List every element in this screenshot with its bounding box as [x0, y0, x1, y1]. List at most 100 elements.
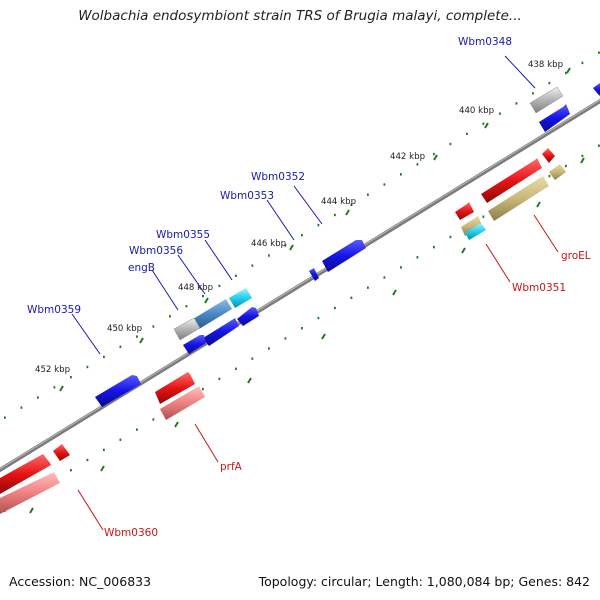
track-dot: [334, 306, 336, 310]
track-dot: [482, 122, 485, 125]
track-dot: [20, 406, 23, 409]
gene-groEL-upper-cds[interactable]: [481, 158, 542, 203]
minus-strand-features: [0, 148, 566, 514]
ruler-tick-442: 442 kbp: [390, 152, 425, 162]
label-wbm0352[interactable]: Wbm0352: [251, 171, 305, 183]
track-dot: [416, 163, 419, 166]
track-dot: [70, 469, 72, 472]
leader-prfA: [194, 423, 219, 463]
track-dot: [350, 296, 353, 299]
leader-wbm0351: [485, 243, 511, 283]
track-dot: [581, 61, 584, 65]
gene-wbm0350-cds[interactable]: [542, 148, 555, 163]
gene-prfA-cds[interactable]: [160, 386, 205, 420]
track-dot: [103, 355, 105, 359]
track-dot: [499, 112, 501, 115]
label-wbm0348[interactable]: Wbm0348: [458, 36, 512, 48]
track-dot: [284, 244, 287, 247]
accession-text: Accession: NC_006833: [9, 574, 152, 589]
track-dot: [37, 396, 39, 399]
track-dot: [119, 438, 122, 441]
gene-wbm0351b-cds[interactable]: [465, 223, 486, 240]
leader-wbm0348: [504, 55, 536, 89]
label-wbm0359[interactable]: Wbm0359: [27, 304, 81, 316]
ruler-tick-452: 452 kbp: [35, 365, 70, 375]
gene-wbm0360a-cds[interactable]: [53, 444, 70, 461]
track-dot: [581, 154, 584, 158]
track-dot: [416, 256, 419, 259]
track-dot: [202, 294, 204, 298]
track-dot: [202, 387, 204, 391]
backbone-highlight: [0, 99, 600, 470]
track-dot: [367, 286, 369, 289]
track-dot: [4, 416, 6, 419]
ruler-tick-438: 438 kbp: [528, 60, 563, 70]
gene-wbm0357-cds[interactable]: [173, 317, 201, 341]
track-dot: [598, 51, 600, 54]
gene-wbm0358b-cds[interactable]: [183, 335, 206, 354]
gene-groEL-cds[interactable]: [488, 176, 549, 221]
gene-wbm0360-cds[interactable]: [0, 472, 60, 514]
track-dot: [103, 448, 105, 452]
track-dot: [334, 213, 336, 217]
ruler-tick-448: 448 kbp: [178, 283, 213, 293]
label-groEL[interactable]: groEL: [561, 250, 591, 262]
track-dot: [152, 418, 155, 421]
ruler-tick-440: 440 kbp: [459, 106, 494, 116]
gene-wbm0360-upper-cds[interactable]: [0, 454, 51, 494]
track-dot: [185, 305, 188, 308]
leader-wbm0355: [204, 239, 233, 281]
plus-strand-features: [95, 83, 600, 407]
track-dot: [466, 132, 468, 135]
gene-wbm0359-cds[interactable]: [95, 375, 141, 407]
topology-stats-text: Topology: circular; Length: 1,080,084 bp…: [258, 574, 590, 589]
track-dot: [301, 234, 303, 237]
track-dot: [433, 152, 435, 156]
label-wbm0353[interactable]: Wbm0353: [220, 190, 274, 202]
gene-wbm0355-cds[interactable]: [229, 288, 252, 308]
label-wbm0356[interactable]: Wbm0356: [129, 245, 183, 257]
gene-wbm0348-next-cds[interactable]: [593, 83, 600, 96]
track-dot: [433, 245, 435, 249]
track-dot: [218, 377, 221, 381]
gene-wbm0351a-cds[interactable]: [455, 202, 474, 220]
leader-wbm0352: [293, 185, 323, 225]
track-dot: [268, 254, 270, 257]
track-dot: [136, 428, 138, 431]
track-dot: [86, 458, 89, 462]
leader-wbm0353: [266, 199, 295, 241]
track-dot: [218, 284, 221, 288]
gene-wbm0348-cds[interactable]: [529, 86, 564, 114]
leader-wbm0360: [77, 489, 104, 531]
feature-track-dots: [4, 51, 600, 512]
leader-groEL: [533, 214, 559, 253]
gene-wbm0358-cds[interactable]: [203, 318, 239, 346]
gene-wbm0351-cds[interactable]: [461, 216, 482, 236]
gene-engB-cds[interactable]: [193, 299, 232, 329]
track-dot: [284, 337, 287, 340]
track-dot: [169, 315, 171, 318]
gene-wbm0349-cds[interactable]: [539, 104, 570, 132]
gene-wbm0353-cds[interactable]: [309, 268, 319, 281]
label-prfA[interactable]: prfA: [220, 461, 243, 473]
track-dot: [251, 357, 254, 360]
backbone-line: [0, 98, 600, 473]
label-wbm0351[interactable]: Wbm0351: [512, 282, 566, 294]
track-dot: [400, 173, 402, 176]
gene-wbm0356-cds[interactable]: [237, 307, 259, 326]
track-dot: [449, 235, 452, 239]
gene-prfA-upper-cds[interactable]: [155, 372, 195, 404]
track-dot: [548, 174, 551, 178]
track-dot: [383, 183, 386, 186]
leader-lines: [71, 55, 559, 531]
track-dot: [532, 92, 534, 95]
ruler: 438 kbp 440 kbp 442 kbp 444 kbp 446 kbp …: [35, 60, 563, 375]
label-wbm0355[interactable]: Wbm0355: [156, 229, 210, 241]
track-dot: [53, 386, 56, 389]
gene-wbm0352-cds[interactable]: [322, 240, 366, 272]
label-wbm0360[interactable]: Wbm0360: [104, 527, 158, 539]
ruler-tick-444: 444 kbp: [321, 197, 356, 207]
gene-groES-cds[interactable]: [549, 164, 566, 180]
label-engB[interactable]: engB: [128, 262, 155, 274]
